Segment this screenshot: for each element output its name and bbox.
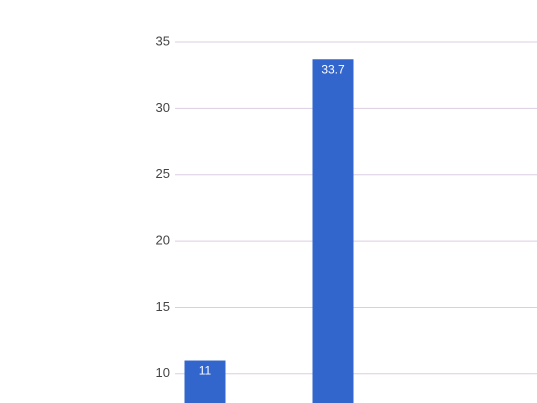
y-tick-label: 30 <box>156 100 170 115</box>
value-label: 33.7 <box>321 62 345 76</box>
y-tick-label: 25 <box>156 166 170 181</box>
y-tick-label: 15 <box>156 299 170 314</box>
y-tick-label: 35 <box>156 33 170 48</box>
y-tick-label: 20 <box>156 233 170 248</box>
value-label: 11 <box>199 364 212 378</box>
bar <box>184 360 226 403</box>
y-tick-label: 10 <box>156 365 170 380</box>
bar <box>312 59 354 403</box>
